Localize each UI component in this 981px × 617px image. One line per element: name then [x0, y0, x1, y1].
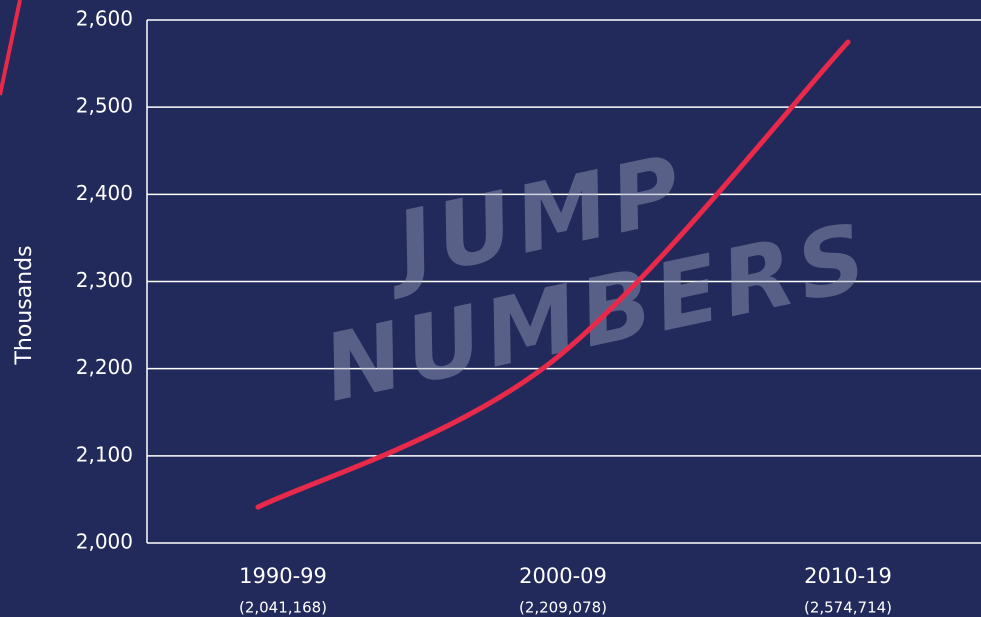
x-tick-label: 2010-19	[804, 564, 892, 588]
value-label: (2,209,078)	[519, 599, 607, 617]
x-tick-label: 1990-99	[239, 564, 327, 588]
x-tick-label: 2000-09	[519, 564, 607, 588]
y-tick-label: 2,100	[76, 442, 133, 466]
y-axis-title: Thousands	[12, 245, 37, 365]
y-tick-label: 2,600	[76, 7, 133, 31]
value-label: (2,574,714)	[804, 599, 892, 617]
line	[255, 39, 851, 510]
y-tick-label: 2,200	[76, 355, 133, 379]
y-tick-label: 2,300	[76, 268, 133, 292]
value-label: (2,041,168)	[239, 599, 327, 617]
y-tick-label: 2,500	[76, 94, 133, 118]
decoration	[0, 0, 22, 96]
y-tick-label: 2,400	[76, 181, 133, 205]
y-tick-label: 2,000	[76, 530, 133, 554]
